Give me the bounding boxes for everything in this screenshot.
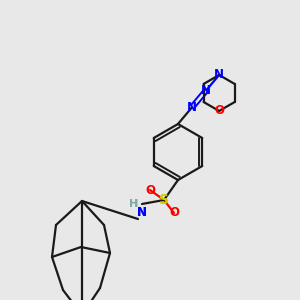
Text: N: N [214, 68, 224, 82]
Text: N: N [201, 84, 211, 97]
Text: O: O [145, 184, 155, 196]
Text: O: O [214, 104, 224, 118]
Text: N: N [187, 100, 197, 114]
Text: H: H [129, 199, 139, 209]
Text: S: S [159, 193, 169, 207]
Text: O: O [169, 206, 179, 220]
Text: N: N [137, 206, 147, 218]
Text: H: H [129, 199, 139, 209]
Text: N: N [137, 206, 147, 218]
